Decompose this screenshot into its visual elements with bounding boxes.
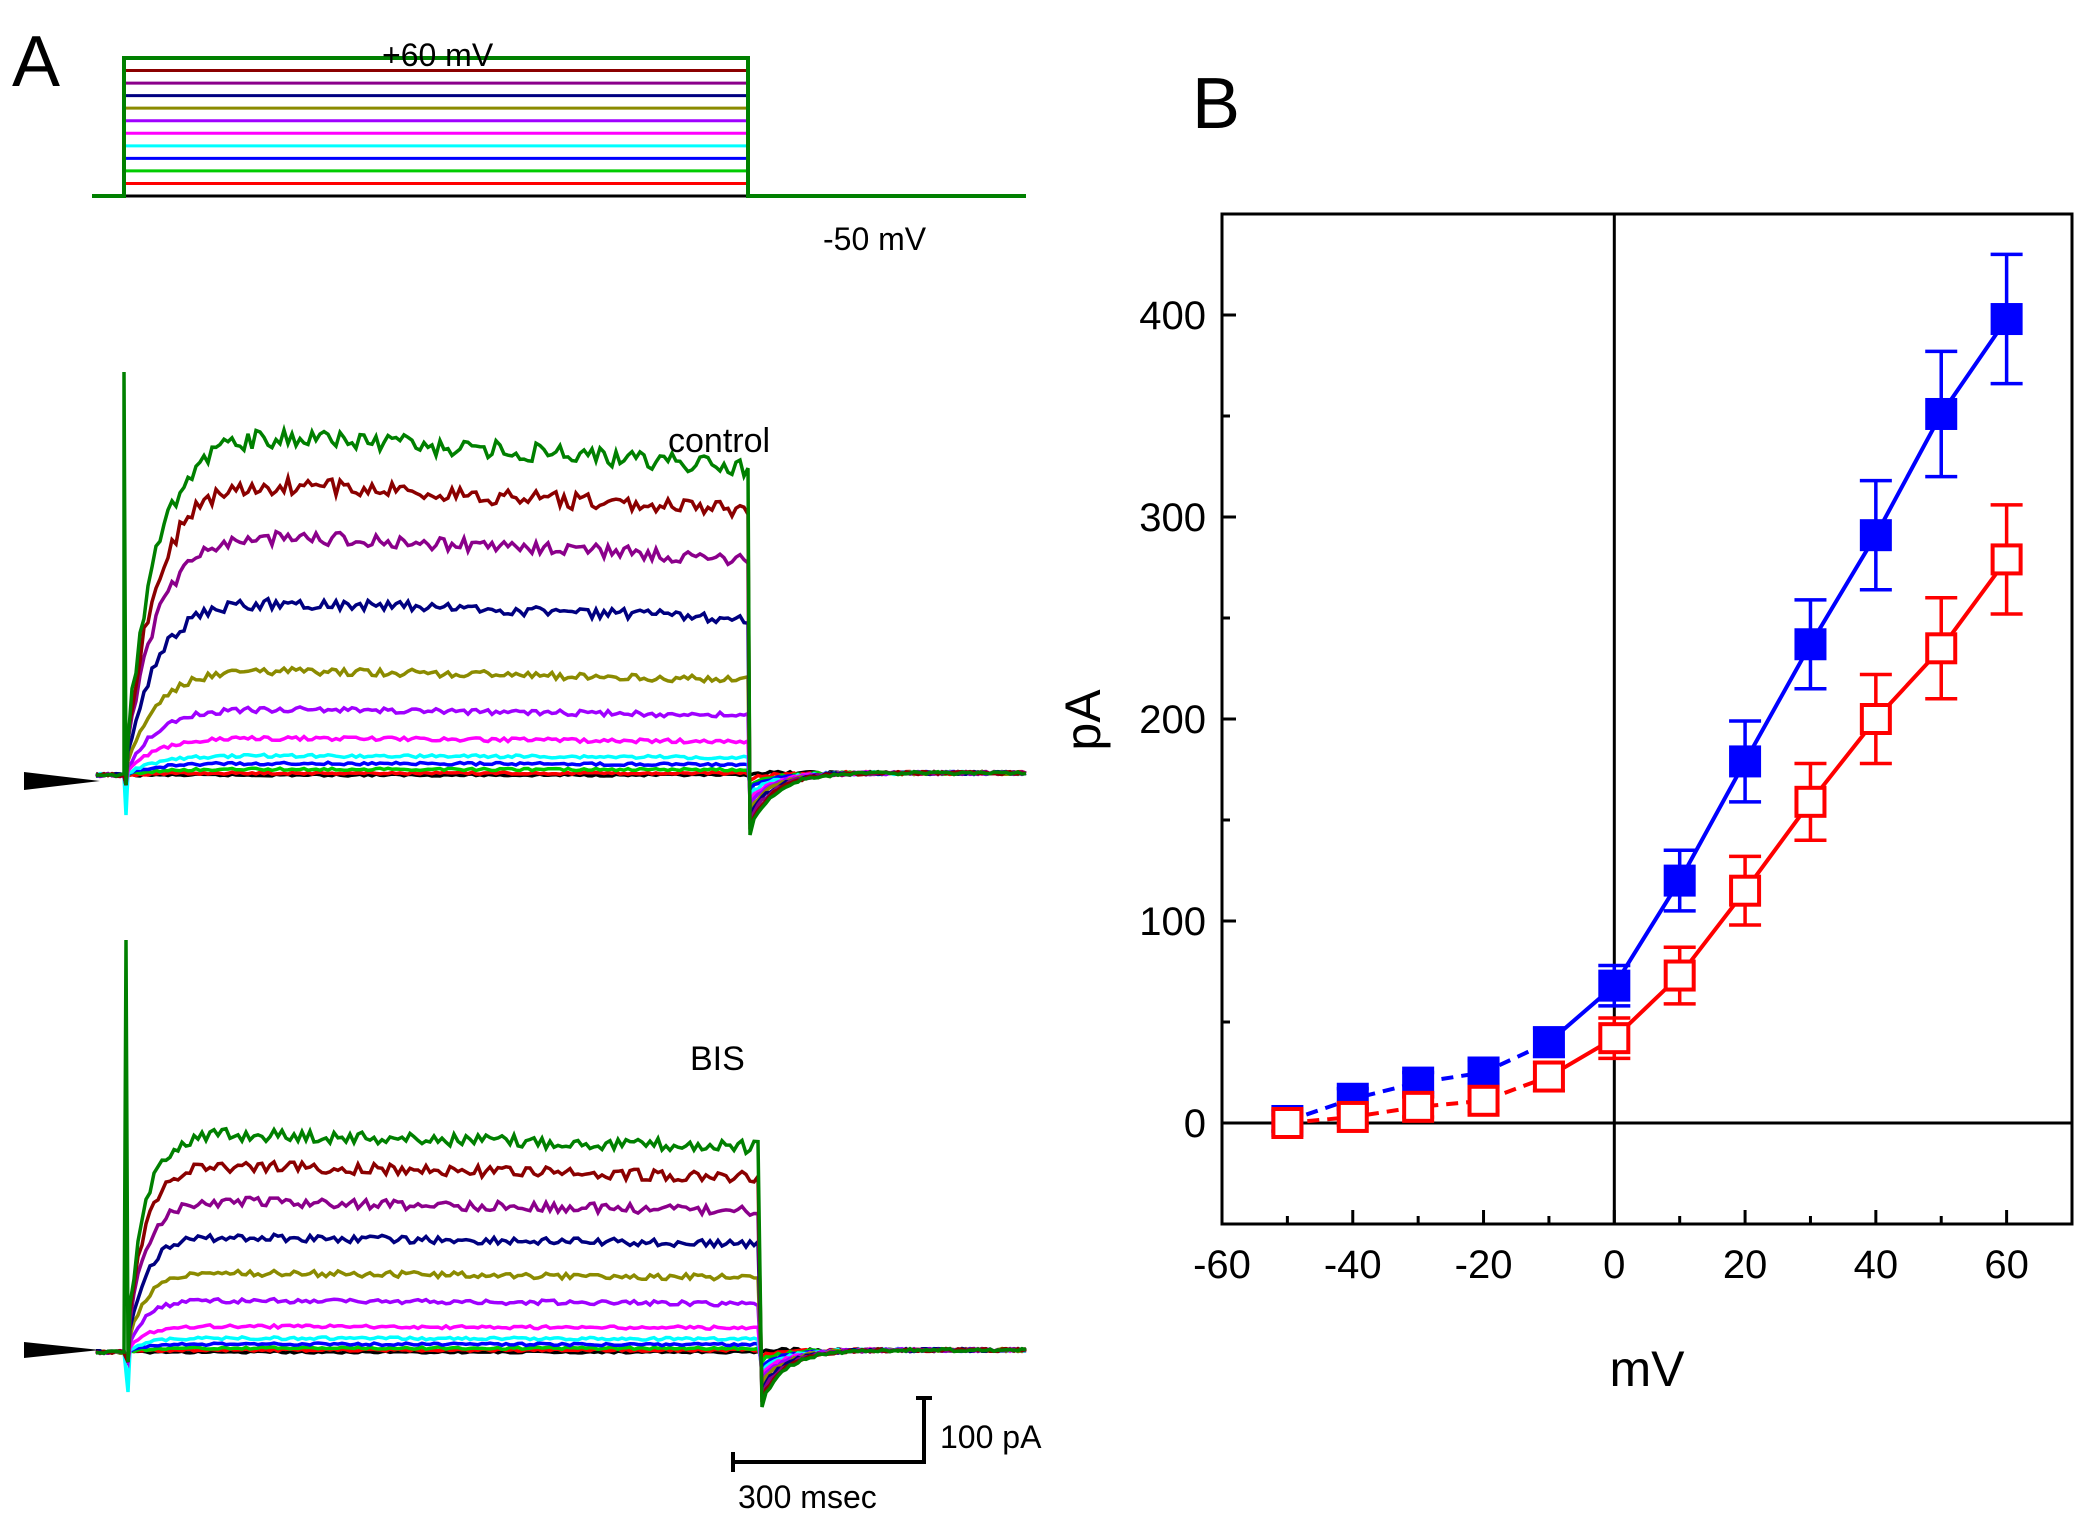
protocol-step-trace <box>92 81 1026 198</box>
control-label: control <box>668 422 770 460</box>
bis-data-point <box>1794 785 1827 818</box>
control-current-trace <box>95 371 1027 836</box>
control-traces <box>95 371 1027 836</box>
x-axis-title: mV <box>1610 1341 1686 1397</box>
x-tick-label: 20 <box>1723 1243 1768 1287</box>
x-tick-label: -40 <box>1324 1243 1382 1287</box>
y-tick-label: 300 <box>1139 496 1206 540</box>
bis-current-trace <box>95 1296 1027 1383</box>
y-tick-label: 0 <box>1184 1102 1206 1146</box>
y-tick-label: 200 <box>1139 698 1206 742</box>
data-series <box>1271 252 2023 1139</box>
scale-bar-current-label: 100 pA <box>940 1419 1042 1455</box>
x-tick-label: -20 <box>1455 1243 1513 1287</box>
series-bis <box>1271 503 2023 1139</box>
y-axis-ticks: 0 100 200 300 400 <box>1139 212 1236 1146</box>
series-control <box>1271 252 2023 1137</box>
control-solid-line <box>1547 317 2009 1044</box>
bis-data-point <box>1663 959 1696 992</box>
bis-current-trace <box>96 1232 1027 1393</box>
control-data-point <box>1729 745 1762 778</box>
panel-b: B -60 -40 -20 0 20 40 60 0 100 200 300 400 mV pA <box>1055 64 2074 1397</box>
scale-bar-lines <box>733 1398 926 1464</box>
control-data-point <box>1794 628 1827 661</box>
control-data-point <box>1925 397 1958 430</box>
plot-frame <box>1220 212 2074 1226</box>
control-dashed-line <box>1286 1040 1550 1123</box>
x-tick-label: 60 <box>1984 1243 2029 1287</box>
bis-data-point <box>1402 1090 1435 1123</box>
protocol-step-trace <box>92 56 1026 198</box>
bis-data-point <box>1990 543 2023 576</box>
y-axis-title: pA <box>1055 689 1111 751</box>
bis-data-point <box>1532 1060 1565 1093</box>
control-data-point <box>1859 519 1892 552</box>
panel-a-label: A <box>12 22 60 102</box>
x-axis-ticks: -60 -40 -20 0 20 40 60 <box>1193 1210 2029 1287</box>
bis-label: BIS <box>690 1040 745 1078</box>
bis-current-trace <box>95 939 1027 1408</box>
bis-data-point <box>1467 1084 1500 1117</box>
bis-data-point <box>1271 1107 1304 1139</box>
bis-data-point <box>1925 632 1958 665</box>
y-tick-label: 100 <box>1139 900 1206 944</box>
bis-data-point <box>1598 1022 1631 1055</box>
bis-data-point <box>1729 874 1762 907</box>
panel-b-label: B <box>1192 64 1240 144</box>
scale-bar: 100 pA 300 msec <box>731 1396 1042 1515</box>
protocol-step-trace <box>92 131 1026 198</box>
bis-traces <box>95 939 1027 1408</box>
x-tick-label: 40 <box>1854 1243 1899 1287</box>
scale-bar-time-label: 300 msec <box>738 1479 877 1515</box>
bis-current-trace <box>95 1159 1027 1403</box>
control-data-point <box>1990 303 2023 336</box>
protocol-hold-label: -50 mV <box>823 221 927 257</box>
y-tick-label: 400 <box>1139 294 1206 338</box>
protocol-top-label: +60 mV <box>382 37 494 73</box>
protocol-step-trace <box>92 156 1026 198</box>
x-tick-label: 0 <box>1603 1243 1625 1287</box>
control-data-point <box>1467 1056 1500 1089</box>
bis-data-point <box>1336 1100 1369 1133</box>
panel-a: A +60 mV -50 mV control BIS 100 pA 300 m… <box>12 22 1042 1515</box>
control-baseline-arrow <box>24 772 100 790</box>
x-tick-label: -60 <box>1193 1243 1251 1287</box>
bis-current-trace <box>95 1195 1027 1398</box>
control-data-point <box>1663 864 1696 897</box>
control-data-point <box>1598 969 1631 1002</box>
bis-baseline-arrow <box>24 1342 100 1358</box>
bis-data-point <box>1859 703 1892 735</box>
voltage-protocol <box>92 56 1026 198</box>
control-data-point <box>1532 1026 1565 1059</box>
